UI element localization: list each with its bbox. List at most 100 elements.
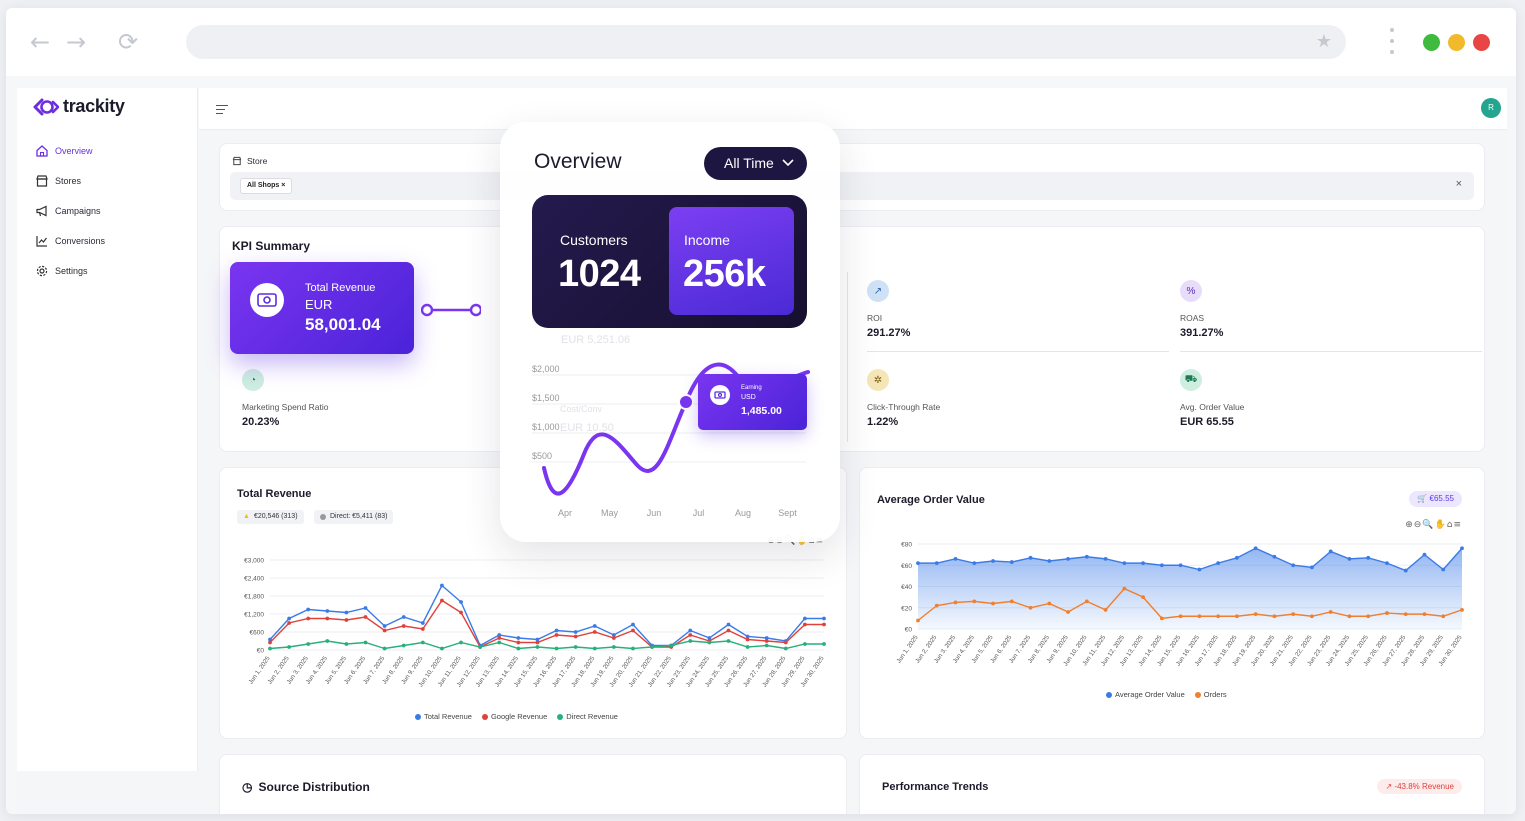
data-point [991, 559, 995, 563]
earning-label: Earning [741, 385, 762, 391]
data-point [1441, 567, 1446, 572]
sidebar-item-settings[interactable]: Settings [35, 264, 88, 278]
aov-chart-card: Average Order Value 🛒 €65.55 ⊕⊖🔍✋⌂≡ €80 €… [859, 467, 1485, 739]
store-select[interactable]: All Shops × × [230, 172, 1474, 200]
data-point [535, 640, 540, 645]
data-point [764, 643, 769, 648]
data-point [1385, 611, 1389, 615]
data-point [420, 621, 425, 625]
data-point [707, 640, 712, 645]
clear-icon[interactable]: × [1455, 178, 1462, 190]
data-point [972, 561, 977, 566]
data-point [459, 600, 463, 604]
data-point [1253, 546, 1258, 551]
sidebar-item-overview[interactable]: Overview [35, 144, 93, 158]
window-maximize-dot[interactable] [1423, 34, 1440, 51]
legend-item-google-revenue[interactable]: Google Revenue [481, 712, 547, 721]
faded-text: EUR 10.50 [560, 422, 614, 434]
legend-item-orders[interactable]: Orders [1194, 690, 1227, 699]
sidebar-item-stores[interactable]: Stores [35, 174, 81, 188]
kpi-summary-card: KPI Summary ↗ ROI 291.27% % ROAS 391.27%… [219, 226, 1485, 452]
title-text: Source Distribution [258, 780, 370, 794]
y-tick-label: €0 [905, 627, 913, 634]
source-distribution-card: ◷ Source Distribution [219, 754, 847, 814]
x-tick-label: Jul [693, 508, 705, 518]
overview-panel: Overview All Time Customers 1024 Income … [500, 122, 840, 542]
kpi-label: ROAS [1180, 313, 1205, 323]
series-line [269, 599, 824, 648]
y-tick-label: €600 [250, 630, 265, 637]
menu-toggle-icon[interactable] [216, 105, 228, 117]
y-tick-label: €40 [901, 584, 912, 591]
data-point [1197, 614, 1202, 619]
data-point [1066, 610, 1070, 614]
data-point [1328, 610, 1333, 614]
back-arrow-icon[interactable]: ← [29, 28, 51, 56]
window-minimize-dot[interactable] [1448, 34, 1465, 51]
window-close-dot[interactable] [1473, 34, 1490, 51]
data-point [1047, 601, 1052, 606]
data-point [516, 646, 521, 651]
sidebar-item-campaigns[interactable]: Campaigns [35, 204, 101, 218]
data-point [1178, 614, 1183, 619]
legend-item-average-order-value[interactable]: Average Order Value [1106, 690, 1185, 699]
data-point [306, 642, 311, 646]
data-point [1291, 612, 1296, 617]
y-tick-label: €80 [901, 542, 912, 549]
kpi-value: 391.27% [1180, 327, 1224, 339]
data-point [1216, 614, 1221, 619]
data-point [1253, 612, 1258, 617]
data-point [1159, 616, 1164, 621]
direct-revenue-chip: Direct: €5,411 (83) [314, 510, 394, 524]
chart-title: Total Revenue [237, 488, 312, 500]
data-point [497, 633, 502, 637]
trackity-logo-icon [33, 98, 59, 115]
bookmark-star-icon[interactable]: ★ [1315, 31, 1332, 52]
data-point [916, 561, 920, 566]
data-point [268, 640, 272, 645]
faded-text: Cost/Conv [560, 404, 603, 414]
avatar[interactable]: R [1481, 98, 1501, 118]
data-point [382, 624, 387, 628]
data-point [535, 637, 540, 642]
data-point [1197, 567, 1202, 572]
chart-toolbar[interactable]: ⊕⊖🔍✋⌂≡ [1405, 520, 1462, 530]
chip-text: Direct: €5,411 (83) [330, 513, 388, 520]
data-point [287, 616, 292, 621]
performance-trends-card: Performance Trends ↗ -43.8% Revenue [859, 754, 1485, 814]
data-point [1009, 599, 1014, 604]
google-logo-icon: ▲ [243, 513, 250, 520]
percent-icon: % [1180, 280, 1202, 302]
gear-icon [36, 265, 48, 277]
data-point [1347, 614, 1352, 619]
data-point [516, 636, 521, 640]
address-bar[interactable]: ★ [186, 25, 1346, 59]
data-point [1460, 546, 1464, 551]
income-value: 256k [683, 253, 766, 295]
data-point [592, 646, 597, 651]
kpi-value: 1.22% [867, 416, 899, 428]
data-point [1178, 563, 1183, 568]
browser-menu-icon[interactable] [1389, 28, 1395, 58]
data-point [478, 645, 483, 649]
logo[interactable]: trackity [33, 96, 125, 117]
data-point [459, 610, 463, 615]
data-point [363, 606, 368, 610]
data-point [497, 640, 502, 645]
forward-arrow-icon[interactable]: → [65, 28, 87, 56]
kpi-label: Avg. Order Value [1180, 402, 1245, 412]
data-point [783, 640, 788, 645]
revenue-currency: EUR [305, 297, 333, 312]
sidebar-item-conversions[interactable]: Conversions [35, 234, 105, 248]
trend-up-icon: ↗ [1385, 782, 1395, 791]
data-point [688, 639, 693, 643]
legend-item-total-revenue[interactable]: Total Revenue [415, 712, 472, 721]
data-point [497, 636, 502, 640]
reload-icon[interactable]: ⟳ [117, 28, 139, 56]
time-range-dropdown[interactable]: All Time [704, 147, 807, 180]
data-point [688, 633, 693, 637]
store-chip-all-shops[interactable]: All Shops × [240, 178, 293, 194]
legend-item-direct-revenue[interactable]: Direct Revenue [557, 712, 618, 721]
